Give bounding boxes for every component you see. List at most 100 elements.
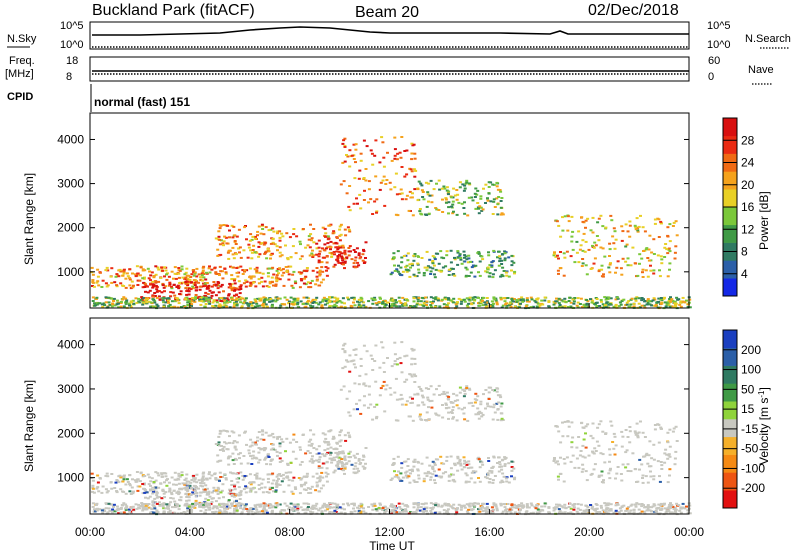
power-colorbar-segment (723, 189, 737, 208)
power-cell (245, 280, 249, 283)
power-cell (413, 275, 417, 278)
power-cell (212, 306, 216, 309)
velocity-cell (107, 502, 111, 505)
velocity-cell (276, 503, 280, 506)
velocity-cell (318, 507, 322, 510)
velocity-cell (583, 511, 587, 514)
power-cell (279, 304, 283, 307)
velocity-cell (348, 436, 352, 439)
velocity-cell (673, 508, 677, 511)
power-cell (481, 304, 485, 307)
power-cell (563, 215, 567, 218)
power-cell (193, 281, 197, 284)
power-cell (228, 306, 232, 309)
power-cell (165, 278, 169, 281)
power-cell (177, 302, 181, 305)
velocity-cell (180, 488, 184, 491)
power-cell (155, 296, 159, 299)
power-cell (509, 305, 513, 308)
power-cell (210, 291, 214, 294)
power-cell (151, 295, 155, 298)
power-cell (256, 230, 260, 233)
power-cell (406, 252, 410, 255)
velocity-cell (654, 510, 658, 513)
power-cell (287, 278, 291, 281)
velocity-cell (417, 477, 421, 480)
power-cell (509, 301, 513, 304)
power-cell (553, 251, 556, 254)
power-cell (95, 281, 99, 284)
velocity-cell (436, 505, 440, 508)
velocity-cell (174, 483, 178, 486)
power-cell (601, 247, 605, 250)
power-cell (681, 296, 685, 299)
power-cell (206, 293, 210, 296)
velocity-cell (234, 448, 238, 451)
velocity-cell (517, 504, 521, 506)
power-cell (497, 264, 501, 267)
power-cell (259, 299, 263, 302)
power-colorbar-tick-label: 12 (741, 222, 755, 236)
power-cell (249, 277, 253, 280)
power-cell (659, 302, 663, 305)
power-cell (312, 228, 316, 230)
velocity-cell (424, 419, 427, 421)
velocity-cell (407, 475, 411, 478)
velocity-cell (172, 483, 175, 486)
velocity-cell (314, 504, 318, 507)
velocity-cell (236, 481, 240, 484)
velocity-cell (256, 511, 260, 514)
power-cell (264, 303, 268, 306)
power-cell (295, 299, 299, 302)
power-cell (184, 287, 188, 290)
power-cell (657, 300, 661, 303)
power-cell (516, 299, 520, 302)
velocity-cell (355, 452, 359, 455)
velocity-cell (217, 487, 221, 490)
power-cell (671, 300, 675, 302)
velocity-cell (456, 507, 459, 510)
power-cell (419, 182, 423, 185)
velocity-cell (162, 492, 166, 495)
power-cell (170, 287, 174, 290)
power-cell (561, 300, 565, 303)
velocity-cell (593, 463, 597, 466)
power-cell (270, 305, 274, 308)
velocity-cell (110, 487, 114, 490)
power-cell (276, 230, 280, 233)
velocity-cell (657, 503, 661, 506)
power-cell (425, 205, 429, 208)
velocity-cell (149, 480, 153, 483)
velocity-cell (390, 477, 394, 480)
power-cell (202, 276, 206, 279)
power-cell (415, 275, 419, 278)
power-cell (281, 303, 285, 306)
cpid-panel: CPID normal (fast) 151 (7, 84, 190, 112)
velocity-cell (460, 506, 464, 509)
power-cell (612, 305, 616, 308)
power-cell (275, 279, 279, 282)
power-cell (184, 276, 188, 279)
power-cell (499, 275, 503, 278)
power-cell (321, 300, 325, 303)
velocity-cell (333, 509, 337, 512)
velocity-cell (124, 492, 128, 495)
power-cell (362, 177, 366, 179)
power-cell (584, 226, 587, 229)
power-cell (563, 256, 567, 259)
power-cell (577, 261, 581, 264)
velocity-cell (271, 432, 275, 435)
velocity-cell (421, 396, 425, 399)
power-cell (203, 283, 207, 286)
power-cell (434, 207, 438, 209)
power-cell (412, 168, 416, 171)
power-cell (367, 300, 371, 303)
power-cell (612, 227, 616, 230)
power-cell (277, 272, 280, 275)
power-cell (113, 304, 117, 307)
power-cell (447, 212, 450, 215)
power-cell (225, 305, 229, 308)
velocity-cell (157, 496, 161, 498)
power-cell (362, 250, 366, 253)
power-cell (225, 297, 229, 300)
